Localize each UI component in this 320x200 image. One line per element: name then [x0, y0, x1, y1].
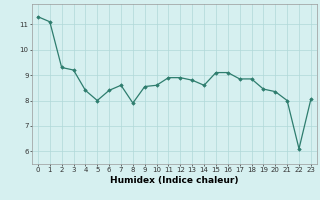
X-axis label: Humidex (Indice chaleur): Humidex (Indice chaleur)	[110, 176, 239, 185]
